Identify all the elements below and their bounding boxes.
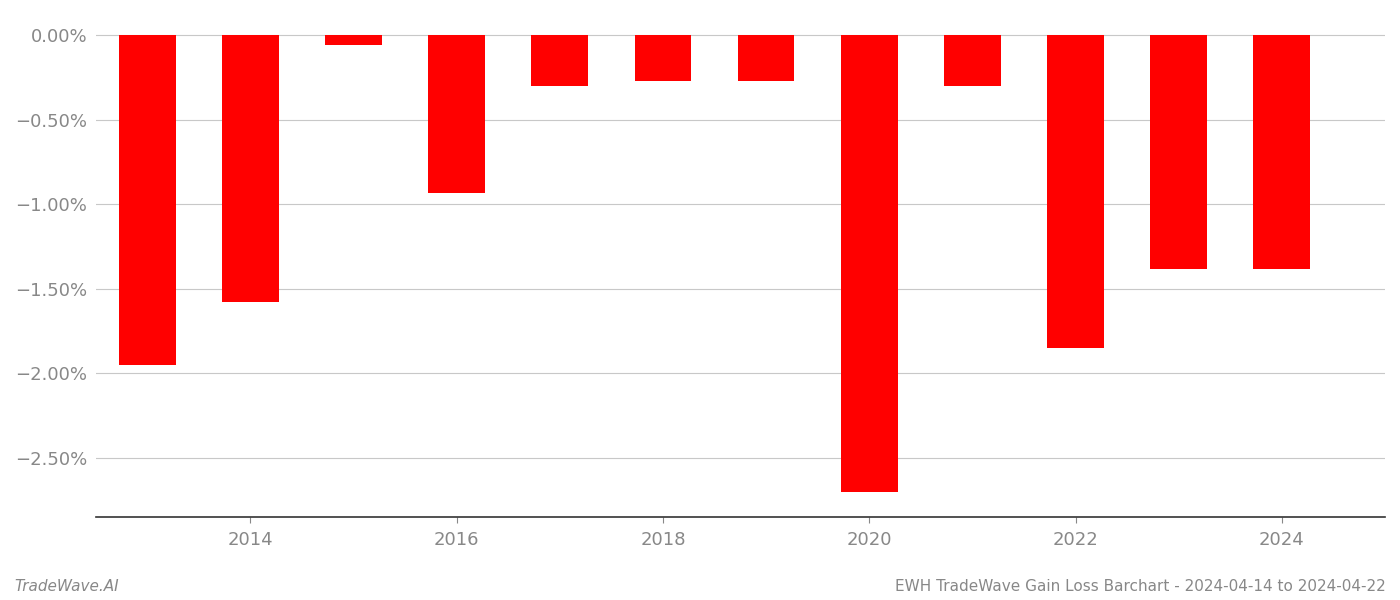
Bar — [634, 35, 692, 81]
Bar — [944, 35, 1001, 86]
Bar — [428, 35, 484, 193]
Bar — [119, 35, 175, 365]
Bar — [532, 35, 588, 86]
Bar — [1253, 35, 1310, 269]
Bar — [1151, 35, 1207, 269]
Bar — [223, 35, 279, 302]
Bar — [325, 35, 382, 46]
Text: TradeWave.AI: TradeWave.AI — [14, 579, 119, 594]
Bar — [738, 35, 794, 81]
Text: EWH TradeWave Gain Loss Barchart - 2024-04-14 to 2024-04-22: EWH TradeWave Gain Loss Barchart - 2024-… — [895, 579, 1386, 594]
Bar — [841, 35, 897, 492]
Bar — [1047, 35, 1105, 348]
